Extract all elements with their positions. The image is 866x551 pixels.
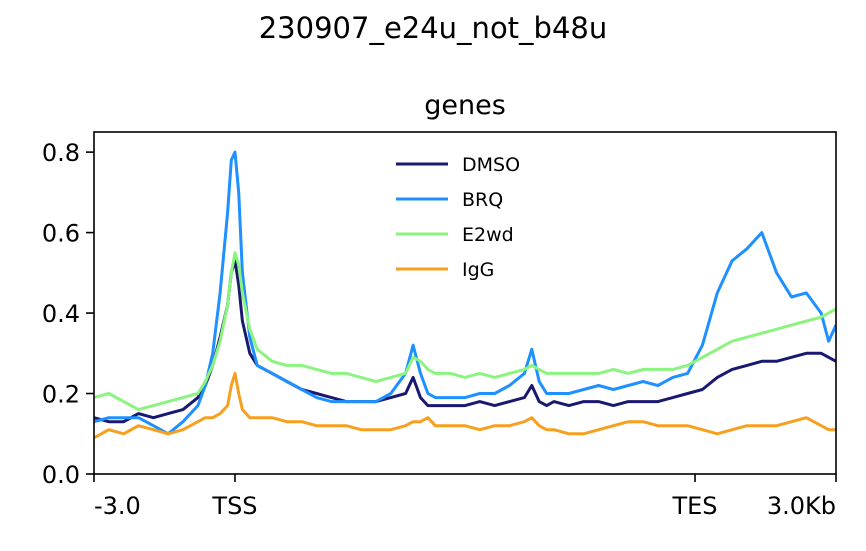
series-line-brq [94,150,836,436]
series-line-igg [94,371,836,440]
x-tick-label: TSS [211,492,257,520]
figure-suptitle: 230907_e24u_not_b48u [259,11,608,45]
x-tick-label: TES [671,492,717,520]
legend-label-igg: IgG [462,259,494,281]
series-line-e2wd [94,251,836,412]
plot-area [94,150,836,440]
legend-label-dmso: DMSO [462,154,520,176]
y-tick-label: 0.0 [42,461,80,489]
y-tick-label: 0.2 [42,381,80,409]
plot-frame [93,131,837,475]
legend: DMSO BRQ E2wd IgG [396,154,520,281]
chart-title: genes [424,90,506,121]
x-tick-label: -3.0 [94,492,141,520]
y-tick-label: 0.6 [42,220,80,248]
axes: 0.0 0.2 0.4 0.6 0.8 -3.0 TSS TES 3.0Kb [42,131,837,520]
y-tick-label: 0.8 [42,139,80,167]
legend-label-e2wd: E2wd [462,224,514,246]
legend-label-brq: BRQ [462,189,503,211]
y-tick-label: 0.4 [42,300,80,328]
x-tick-label: 3.0Kb [767,492,836,520]
